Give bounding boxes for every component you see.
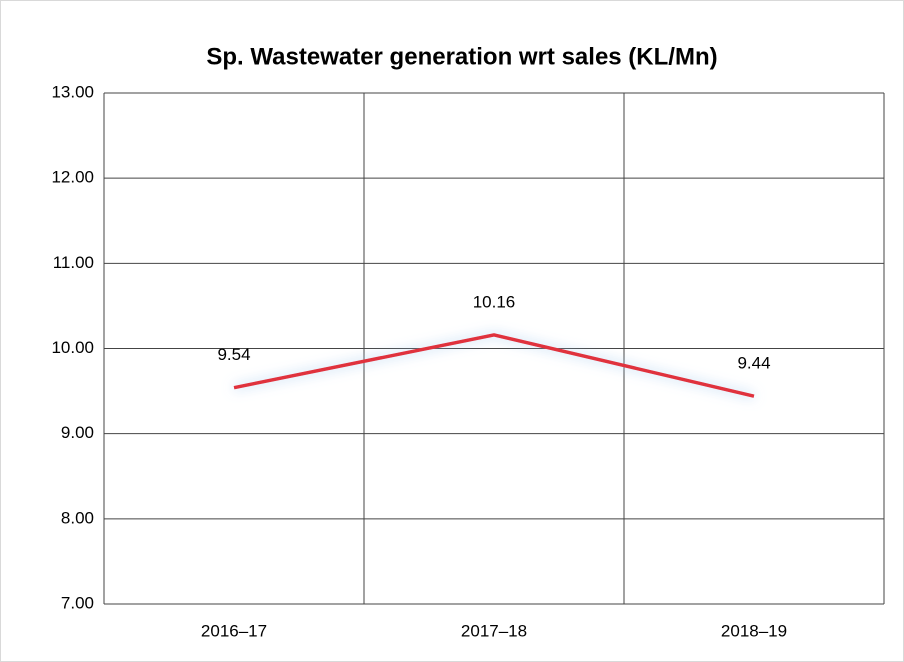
y-tick-label: 10.00 <box>51 338 94 357</box>
y-tick-label: 7.00 <box>61 593 94 612</box>
data-label: 10.16 <box>473 292 516 311</box>
y-tick-label: 11.00 <box>53 253 94 272</box>
data-label: 9.44 <box>737 354 770 373</box>
x-tick-label: 2016–17 <box>201 621 267 640</box>
x-tick-label: 2017–18 <box>461 621 527 640</box>
x-tick-label: 2018–19 <box>721 621 787 640</box>
line-series <box>233 333 755 398</box>
y-tick-label: 8.00 <box>61 508 94 527</box>
y-tick-label: 12.00 <box>51 168 94 187</box>
data-label: 9.54 <box>217 345 250 364</box>
y-tick-label: 9.00 <box>61 423 94 442</box>
chart-title: Sp. Wastewater generation wrt sales (KL/… <box>206 43 717 70</box>
y-tick-label: 13.00 <box>51 82 94 101</box>
